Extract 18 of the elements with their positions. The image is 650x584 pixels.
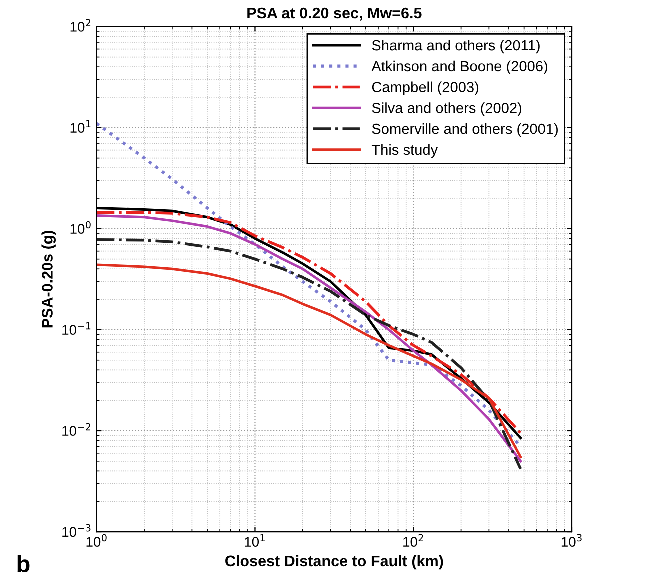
- legend-label: Atkinson and Boone (2006): [372, 60, 548, 74]
- legend-label: Silva and others (2002): [372, 102, 522, 116]
- x-axis-title: Closest Distance to Fault (km): [226, 555, 444, 570]
- chart-title: PSA at 0.20 sec, Mw=6.5: [248, 8, 422, 21]
- x-tick-label: 10$^{1}$: [245, 534, 265, 547]
- y-tick-label: 10$^{2}$: [70, 19, 91, 32]
- y-tick-label: 10$^{−2}$: [62, 423, 91, 436]
- y-axis-title: PSA-0.20s (g): [42, 230, 56, 328]
- x-tick-label: 10$^{2}$: [404, 534, 424, 547]
- y-tick-label: 10$^{1}$: [70, 120, 91, 133]
- x-tick-label: 10$^{3}$: [562, 534, 582, 547]
- y-tick-label: 10$^{0}$: [70, 221, 91, 234]
- legend-label: Sharma and others (2011): [372, 40, 540, 54]
- legend-label: Campbell (2003): [372, 82, 479, 96]
- y-tick-label: 10$^{−1}$: [62, 322, 91, 336]
- legend-label: Somerville and others (2001): [372, 124, 558, 138]
- text: b: [18, 555, 30, 573]
- legend-label: This study: [372, 144, 438, 158]
